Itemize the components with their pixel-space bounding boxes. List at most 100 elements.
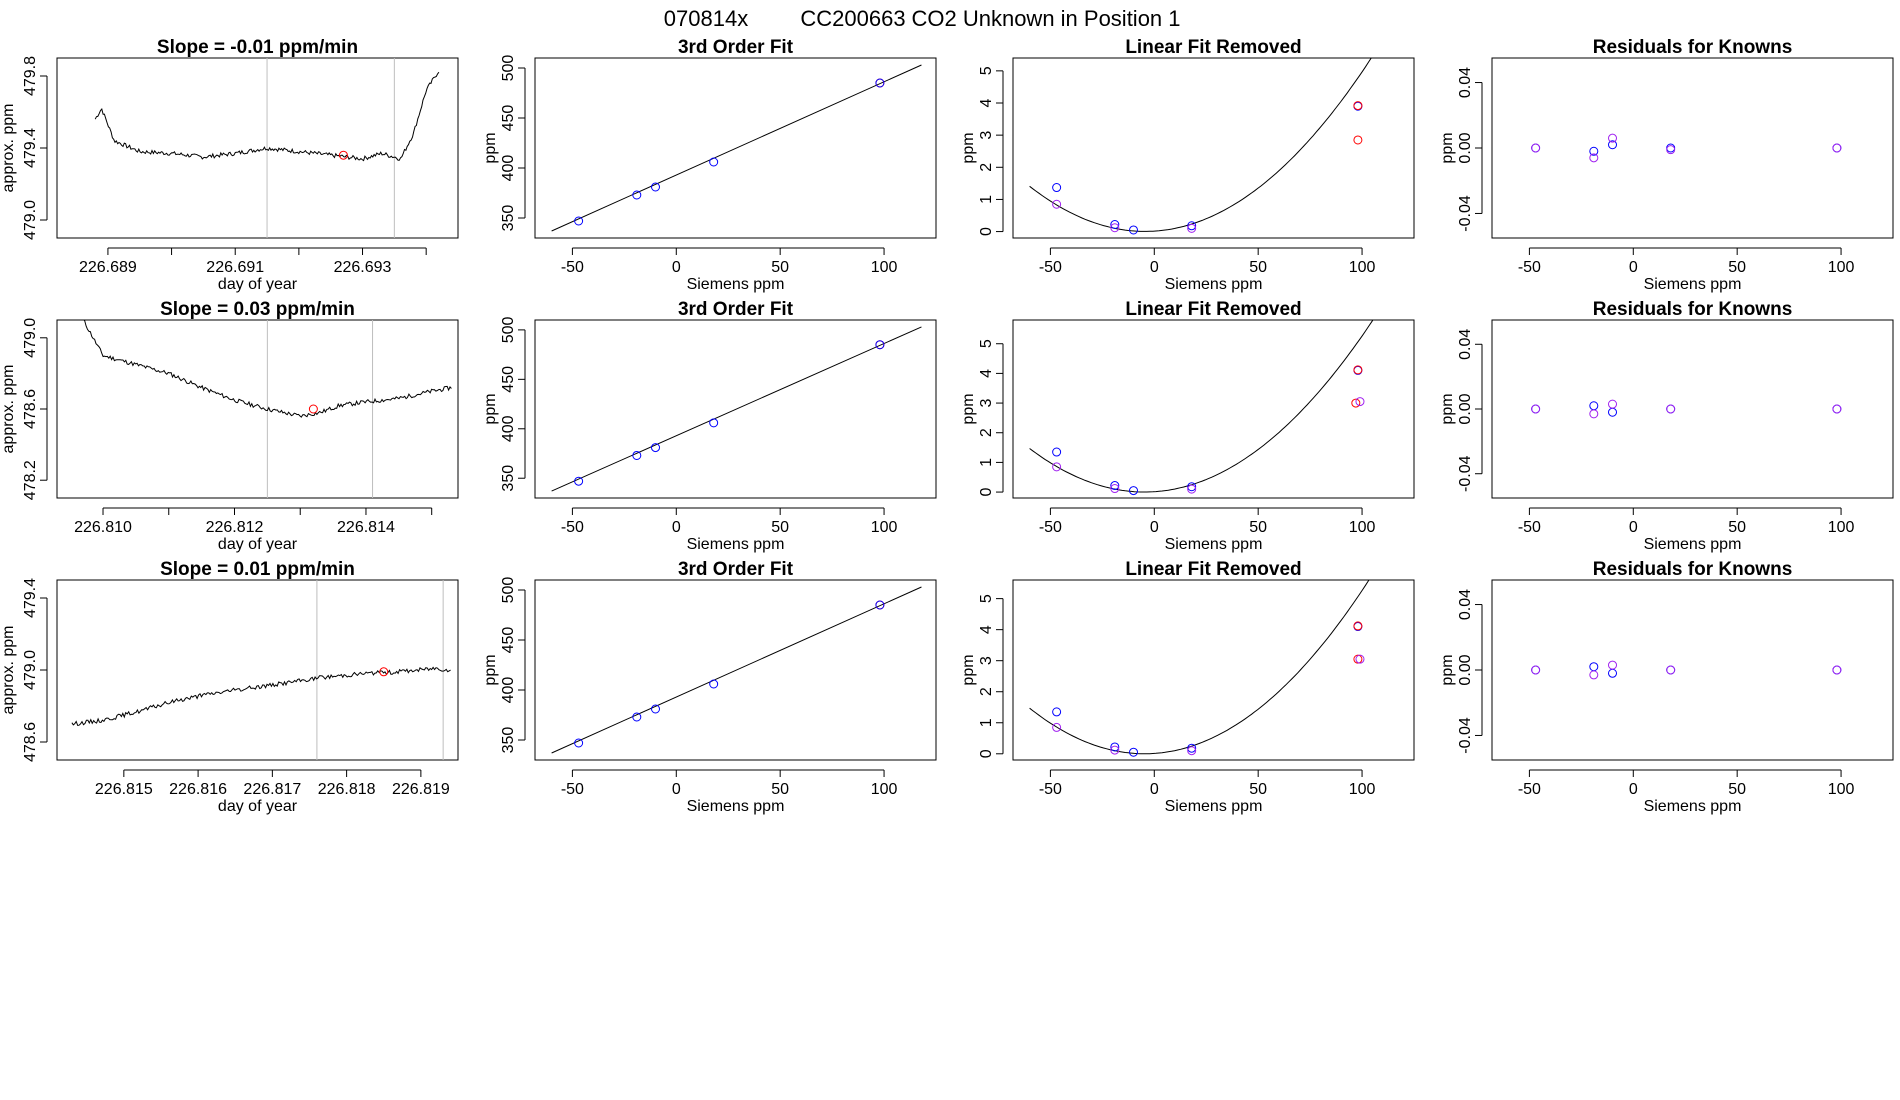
y-tick-label: 0	[978, 227, 995, 236]
plot-frame	[56, 57, 459, 239]
panel-row3-linear-removed: Linear Fit Removed -50 0 50 100 Siemens ppm 0 1…	[960, 559, 1415, 815]
y-tick-label: 479.8	[22, 56, 39, 96]
data-point-violet	[1589, 153, 1599, 163]
mean-marker	[379, 667, 389, 677]
y-tick-label: -0.04	[1457, 195, 1474, 232]
x-tick-label: -50	[1518, 781, 1541, 798]
y-axis-label: ppm	[482, 393, 499, 424]
x-tick-label: 100	[1349, 259, 1376, 276]
data-point-blue	[1110, 481, 1120, 491]
data-point-blue	[1129, 747, 1139, 757]
y-tick-label: 478.6	[22, 722, 39, 762]
x-tick-label: 226.812	[206, 519, 264, 536]
plot-frame	[1491, 57, 1894, 239]
data-point-blue	[709, 418, 719, 428]
data-point-violet	[1608, 399, 1618, 409]
data-point-violet	[1052, 199, 1062, 209]
y-tick-label: 5	[978, 66, 995, 75]
x-tick-label: 50	[1728, 781, 1746, 798]
plot-frame	[534, 319, 937, 499]
x-tick-label: -50	[561, 519, 584, 536]
x-tick-label: 0	[1629, 519, 1638, 536]
panel-title: Residuals for Knowns	[1593, 559, 1793, 580]
panel-grid: Slope = -0.01 ppm/min 226.689 226.691 226.6…	[0, 37, 1894, 815]
panel-title: 3rd Order Fit	[678, 37, 794, 58]
data-point-blue	[1608, 407, 1618, 417]
data-point-blue	[651, 443, 661, 453]
panel-row1-linear-removed: Linear Fit Removed -50 0 50 100 Siemens ppm 0 1…	[960, 37, 1415, 293]
x-axis-label: day of year	[218, 536, 298, 553]
y-tick-label: 0.00	[1457, 393, 1474, 424]
plot-content	[551, 586, 922, 754]
y-axis-label: ppm	[960, 393, 977, 424]
data-point-violet	[1187, 223, 1197, 233]
x-tick-label: 100	[871, 781, 898, 798]
x-tick-label: 50	[771, 259, 789, 276]
panel-row1-residuals: Residuals for Knowns -50 0 50 100 Siemens ppm…	[1439, 37, 1894, 293]
panel-title: Residuals for Knowns	[1593, 299, 1793, 320]
plot-content	[551, 64, 922, 232]
y-tick-label: 0	[978, 749, 995, 758]
data-point-violet	[1832, 143, 1842, 153]
figure-title: 070814x CC200663 CO2 Unknown in Position…	[664, 6, 1181, 31]
y-tick-label: 5	[978, 339, 995, 348]
y-tick-label: 4	[978, 369, 995, 378]
data-point-blue	[1129, 486, 1139, 496]
x-tick-label: -50	[1518, 519, 1541, 536]
x-tick-label: -50	[1039, 781, 1062, 798]
x-axis-label: Siemens ppm	[1644, 276, 1742, 293]
data-point-violet	[1666, 404, 1676, 414]
panel-row2-timeseries: Slope = 0.03 ppm/min 226.810 226.812 226.81…	[0, 299, 459, 553]
data-point-violet	[1110, 745, 1120, 755]
y-tick-label: 400	[500, 677, 517, 704]
data-point-blue	[574, 476, 584, 486]
y-tick-label: 350	[500, 465, 517, 492]
panel-row1-timeseries: Slope = -0.01 ppm/min 226.689 226.691 226.6…	[0, 37, 459, 293]
y-tick-label: 450	[500, 366, 517, 393]
y-tick-label: 0.00	[1457, 654, 1474, 685]
plot-frame	[534, 579, 937, 761]
y-tick-label: 478.2	[22, 460, 39, 500]
panel-title: Linear Fit Removed	[1125, 559, 1301, 580]
data-point-red	[1353, 365, 1363, 375]
y-tick-label: 4	[978, 98, 995, 107]
plot-frame	[1491, 319, 1894, 499]
x-tick-label: -50	[1518, 259, 1541, 276]
data-point-blue	[1589, 146, 1599, 156]
data-point-blue	[1608, 668, 1618, 678]
x-tick-label: 100	[1349, 781, 1376, 798]
y-tick-label: 3	[978, 656, 995, 665]
y-axis-label: approx. ppm	[0, 626, 17, 715]
data-point-red	[1353, 654, 1363, 664]
x-tick-label: 226.693	[334, 259, 392, 276]
y-tick-label: 3	[978, 399, 995, 408]
data-point-violet	[1052, 722, 1062, 732]
y-tick-label: 0.00	[1457, 132, 1474, 163]
y-axis-label: ppm	[482, 654, 499, 685]
x-tick-label: 50	[771, 781, 789, 798]
y-axis-label: ppm	[960, 654, 977, 685]
x-axis-label: Siemens ppm	[1165, 536, 1263, 553]
mean-marker	[308, 404, 318, 414]
data-point-blue	[1052, 447, 1062, 457]
y-tick-label: 500	[500, 577, 517, 604]
x-axis-label: Siemens ppm	[1165, 276, 1263, 293]
y-tick-label: 350	[500, 727, 517, 754]
data-point-blue	[1589, 401, 1599, 411]
panel-title: Residuals for Knowns	[1593, 37, 1793, 58]
x-tick-label: -50	[561, 781, 584, 798]
y-tick-label: 1	[978, 718, 995, 727]
x-tick-label: 226.816	[169, 781, 227, 798]
y-tick-label: 400	[500, 415, 517, 442]
data-point-violet	[1666, 145, 1676, 155]
x-tick-label: 100	[871, 519, 898, 536]
y-axis-label: approx. ppm	[0, 365, 17, 454]
figure-title-id: 070814x	[664, 6, 748, 31]
data-point-blue	[632, 450, 642, 460]
data-point-violet	[1832, 665, 1842, 675]
data-point-blue	[1608, 140, 1618, 150]
data-point-blue	[709, 679, 719, 689]
y-tick-label: 479.4	[22, 128, 39, 168]
y-axis-label: approx. ppm	[0, 104, 17, 193]
